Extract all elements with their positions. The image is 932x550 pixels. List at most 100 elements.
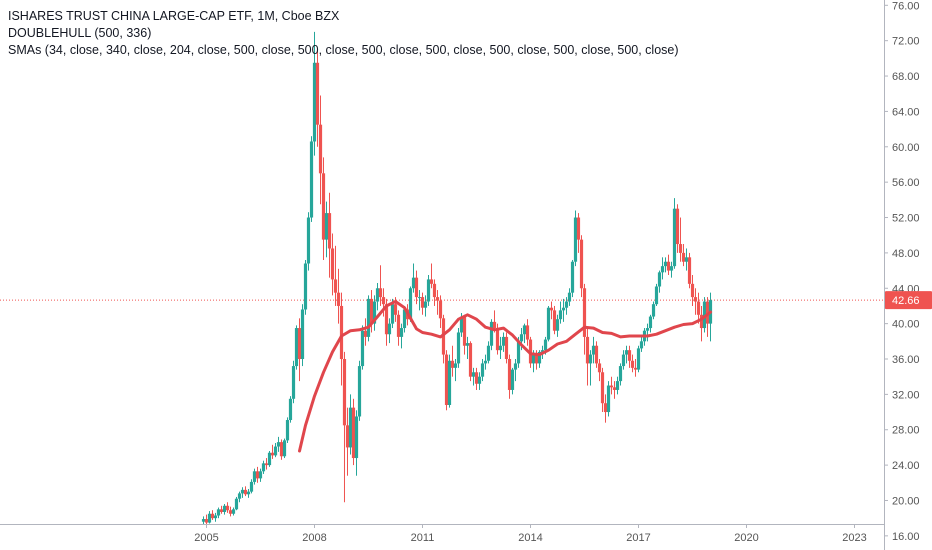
candle[interactable]: [300, 304, 305, 367]
candle[interactable]: [234, 496, 239, 511]
candle[interactable]: [312, 31, 317, 156]
candle[interactable]: [678, 217, 683, 262]
candle[interactable]: [333, 245, 338, 306]
candles[interactable]: [201, 31, 713, 527]
candle[interactable]: [507, 354, 512, 399]
candle[interactable]: [363, 318, 368, 346]
candle[interactable]: [288, 396, 293, 423]
candle[interactable]: [441, 314, 446, 364]
candle[interactable]: [420, 292, 425, 315]
candle[interactable]: [342, 351, 347, 503]
candle[interactable]: [417, 290, 422, 311]
candle[interactable]: [294, 325, 299, 370]
candle[interactable]: [546, 305, 551, 342]
candle[interactable]: [306, 212, 311, 271]
candle[interactable]: [378, 265, 383, 306]
candle[interactable]: [525, 319, 530, 346]
candle[interactable]: [450, 345, 455, 377]
candle[interactable]: [591, 336, 596, 364]
candle[interactable]: [303, 259, 308, 315]
candle[interactable]: [648, 314, 653, 333]
candle[interactable]: [558, 301, 563, 324]
candle[interactable]: [291, 360, 296, 404]
candle[interactable]: [387, 318, 392, 344]
candle[interactable]: [276, 436, 281, 452]
candle[interactable]: [465, 336, 470, 360]
price-axis[interactable]: [884, 0, 932, 550]
candle[interactable]: [297, 318, 302, 382]
candle[interactable]: [267, 450, 272, 467]
candle[interactable]: [471, 367, 476, 386]
candle[interactable]: [231, 507, 236, 516]
candle[interactable]: [669, 261, 674, 278]
candle[interactable]: [213, 512, 218, 522]
candle[interactable]: [570, 259, 575, 298]
candle[interactable]: [222, 504, 227, 515]
candle[interactable]: [612, 381, 617, 399]
candle[interactable]: [702, 297, 707, 333]
candle[interactable]: [426, 275, 431, 306]
candle[interactable]: [603, 394, 608, 423]
candle[interactable]: [663, 257, 668, 273]
candle[interactable]: [423, 295, 428, 317]
candle[interactable]: [210, 510, 215, 520]
candle[interactable]: [606, 381, 611, 417]
candle[interactable]: [627, 345, 632, 368]
candle[interactable]: [264, 458, 269, 470]
candle[interactable]: [315, 51, 320, 147]
candle[interactable]: [336, 268, 341, 324]
candle[interactable]: [447, 354, 452, 408]
candle[interactable]: [624, 345, 629, 364]
candle[interactable]: [618, 363, 623, 386]
candle[interactable]: [666, 254, 671, 275]
candle[interactable]: [651, 301, 656, 320]
candle[interactable]: [246, 488, 251, 498]
candle[interactable]: [225, 502, 230, 513]
candle[interactable]: [279, 439, 284, 460]
candle[interactable]: [552, 305, 557, 335]
candle[interactable]: [513, 359, 518, 382]
candle[interactable]: [438, 295, 443, 329]
candle[interactable]: [216, 507, 221, 519]
candle[interactable]: [609, 376, 614, 395]
candle[interactable]: [672, 198, 677, 269]
candle[interactable]: [567, 288, 572, 306]
candle[interactable]: [396, 310, 401, 346]
candle[interactable]: [351, 398, 356, 466]
candle[interactable]: [327, 192, 332, 278]
candle[interactable]: [696, 292, 701, 324]
candle[interactable]: [453, 359, 458, 382]
candle[interactable]: [585, 328, 590, 386]
candle[interactable]: [621, 350, 626, 370]
candle[interactable]: [600, 367, 605, 413]
candle[interactable]: [654, 283, 659, 306]
candle[interactable]: [483, 354, 488, 370]
candle[interactable]: [684, 248, 689, 271]
candle[interactable]: [339, 292, 344, 386]
candle[interactable]: [693, 288, 698, 315]
candle[interactable]: [615, 376, 620, 395]
candle[interactable]: [237, 491, 242, 503]
candle[interactable]: [399, 323, 404, 349]
candle[interactable]: [354, 410, 359, 476]
candle[interactable]: [411, 263, 416, 293]
candle[interactable]: [321, 157, 326, 260]
candle[interactable]: [699, 305, 704, 342]
candle[interactable]: [432, 279, 437, 306]
candle[interactable]: [444, 350, 449, 411]
candle[interactable]: [240, 487, 245, 498]
candle[interactable]: [249, 479, 254, 494]
candle[interactable]: [486, 341, 491, 364]
candle[interactable]: [582, 283, 587, 355]
candle[interactable]: [375, 282, 380, 311]
candle[interactable]: [579, 235, 584, 298]
candle[interactable]: [252, 468, 257, 485]
candle[interactable]: [324, 201, 329, 258]
candle[interactable]: [366, 295, 371, 342]
candle[interactable]: [576, 213, 581, 253]
candle[interactable]: [681, 244, 686, 267]
candle[interactable]: [273, 443, 278, 458]
candle[interactable]: [270, 444, 275, 459]
candle[interactable]: [330, 233, 335, 296]
